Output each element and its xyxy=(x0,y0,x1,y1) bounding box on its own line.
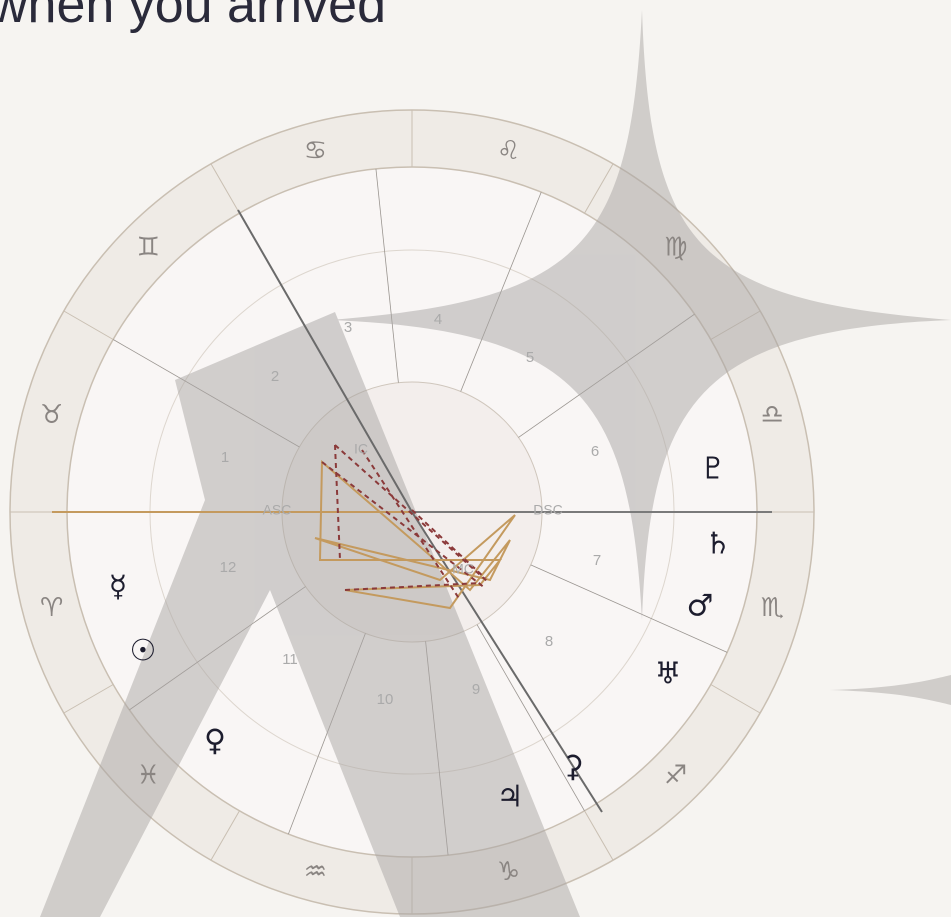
planet-glyph: ♃ xyxy=(497,780,524,815)
house-number: 5 xyxy=(526,349,534,366)
sign-glyph: ♎ xyxy=(761,400,784,430)
house-number: 4 xyxy=(434,311,442,328)
sign-glyph: ♓ xyxy=(137,760,160,790)
axis-label: IC xyxy=(354,441,368,457)
planet-glyph: ♅ xyxy=(655,657,682,692)
title: when you arrived xyxy=(0,0,386,34)
house-number: 11 xyxy=(282,651,298,668)
house-number: 8 xyxy=(545,633,553,650)
house-number: 2 xyxy=(271,368,279,385)
sign-glyph: ♌ xyxy=(497,136,520,166)
planet-glyph: ♂ xyxy=(687,589,714,624)
page: when you arrived ♋♌♍♎♏♐♑♒♓♈♉♊12345678910… xyxy=(0,0,951,917)
sign-glyph: ♍ xyxy=(664,233,687,263)
sign-glyph: ♈ xyxy=(40,593,63,623)
house-number: 7 xyxy=(593,552,601,569)
sign-glyph: ♑ xyxy=(497,857,520,887)
sign-glyph: ♒ xyxy=(304,857,327,887)
axis-label: MC xyxy=(452,561,474,577)
house-number: 3 xyxy=(344,319,352,336)
house-number: 6 xyxy=(591,443,599,460)
sign-glyph: ♉ xyxy=(40,400,63,430)
axis-label: ASC xyxy=(263,502,292,518)
house-number: 1 xyxy=(221,449,229,466)
house-number: 10 xyxy=(377,691,394,708)
sign-glyph: ♊ xyxy=(137,233,160,263)
house-number: 12 xyxy=(220,559,237,576)
house-number: 9 xyxy=(472,681,480,698)
sign-glyph: ♐ xyxy=(664,760,687,790)
sign-glyph: ♏ xyxy=(761,593,784,623)
planet-glyph: ♇ xyxy=(700,452,727,487)
axis-label: DSC xyxy=(533,502,563,518)
planet-glyph: ♄ xyxy=(705,527,732,562)
planet-glyph: ⚳ xyxy=(562,750,584,785)
planet-glyph: ☉ xyxy=(130,634,157,669)
planet-glyph: ☿ xyxy=(109,570,127,605)
planet-glyph: ♀ xyxy=(204,724,226,759)
sign-glyph: ♋ xyxy=(304,136,327,166)
